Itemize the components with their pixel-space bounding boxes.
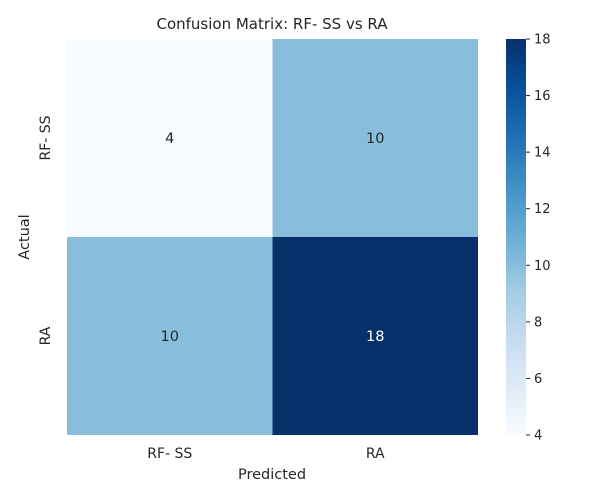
- y-tick-label: RF- SS: [38, 115, 54, 160]
- cell-value-label: 4: [165, 131, 174, 147]
- colorbar-tick-label: 18: [534, 33, 551, 48]
- cell-value-label: 10: [161, 329, 179, 345]
- x-tick-label: RA: [366, 446, 385, 462]
- x-tick-labels: RF- SS RA: [147, 446, 385, 462]
- heatmap-cells: 4 10 10 18: [67, 39, 478, 435]
- colorbar: [506, 39, 526, 435]
- chart-title: Confusion Matrix: RF- SS vs RA: [156, 15, 388, 33]
- x-tick-label: RF- SS: [147, 446, 192, 462]
- heatmap-cell: [272, 237, 478, 435]
- x-axis-label: Predicted: [238, 467, 306, 483]
- y-axis-label: Actual: [17, 214, 33, 259]
- colorbar-tick-label: 4: [534, 429, 542, 444]
- y-tick-labels: RF- SS RA: [38, 115, 54, 345]
- cell-value-label: 18: [366, 329, 384, 345]
- colorbar-tick-label: 6: [534, 372, 542, 387]
- y-tick-label: RA: [38, 326, 54, 345]
- heatmap-cell: [67, 39, 273, 237]
- heatmap-cell: [272, 39, 478, 237]
- colorbar-tick-label: 8: [534, 315, 542, 330]
- colorbar-tick-label: 14: [534, 146, 551, 161]
- heatmap-cell: [67, 237, 273, 435]
- colorbar-ticks: 4 6 8 10 12 14 16 18: [526, 33, 551, 444]
- cell-value-label: 10: [366, 131, 384, 147]
- colorbar-tick-label: 10: [534, 259, 551, 274]
- colorbar-tick-label: 16: [534, 89, 551, 104]
- colorbar-tick-label: 12: [534, 202, 551, 217]
